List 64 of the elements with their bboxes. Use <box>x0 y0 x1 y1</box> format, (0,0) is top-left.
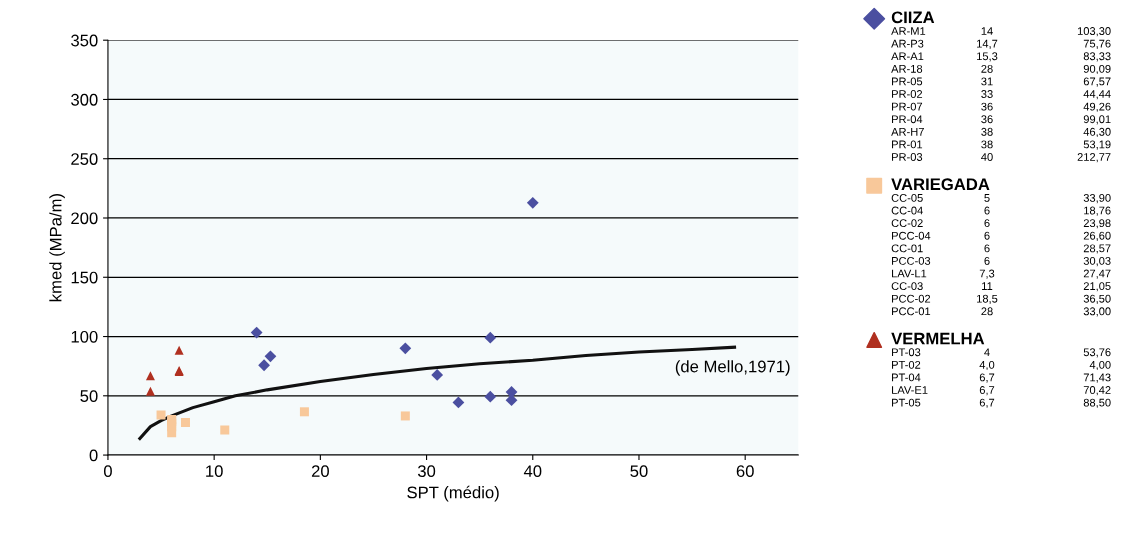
text: PR-05 31 67,57 <box>892 77 1111 87</box>
x-tick-label: 10 <box>206 465 223 478</box>
y-tick-label: 200 <box>71 212 98 225</box>
x-axis-title: SPT (médio) <box>407 485 499 502</box>
text: LAV-L1 7,3 27,47 <box>892 269 1111 279</box>
text: PR-01 38 53,19 <box>892 140 1111 150</box>
x-tick-label: 50 <box>630 465 648 478</box>
x-tick-label: 40 <box>523 465 542 478</box>
point <box>399 342 412 355</box>
y-tick-label: 150 <box>71 271 98 284</box>
x-tick-label: 60 <box>736 465 754 478</box>
text: PCC-04 6 26,60 <box>892 231 1111 241</box>
text: AR-M1 14 103,30 <box>891 27 1111 37</box>
point <box>145 371 155 381</box>
text: CC-04 6 18,76 <box>891 206 1111 216</box>
point <box>180 418 190 427</box>
x-tick-label: 20 <box>311 465 329 478</box>
text: PR-07 36 49,26 <box>892 102 1111 112</box>
text: PCC-02 18,5 36,50 <box>892 294 1111 304</box>
text: PR-04 36 99,01 <box>892 115 1111 125</box>
point <box>174 345 184 355</box>
point <box>250 326 263 339</box>
y-tick-label: 300 <box>71 93 98 106</box>
y-axis-title: kmed (MPa/m) <box>49 194 65 302</box>
y-tick-label: 100 <box>71 330 98 343</box>
point <box>452 396 465 409</box>
point <box>400 411 410 421</box>
point <box>484 390 497 403</box>
text: PR-03 40 212,77 <box>892 153 1111 163</box>
text: AR-P3 14,7 75,76 <box>891 39 1111 49</box>
text: PCC-03 6 30,03 <box>892 256 1111 267</box>
point <box>145 386 155 396</box>
text: CC-05 5 33,90 <box>891 194 1111 204</box>
text: PR-02 33 44,44 <box>892 90 1111 100</box>
text: LAV-E1 6,7 70,42 <box>892 386 1111 396</box>
x-tick-label: 30 <box>417 465 436 478</box>
point <box>220 425 230 435</box>
y-tick-label: 350 <box>71 34 98 47</box>
text: AR-A1 15,3 83,33 <box>891 52 1111 62</box>
y-tick-label: 0 <box>89 449 98 462</box>
text: AR-H7 38 46,30 <box>891 127 1111 138</box>
y-tick-label: 250 <box>71 153 98 165</box>
text: AR-18 28 90,09 <box>891 64 1111 75</box>
text: PCC-01 28 33,00 <box>892 307 1111 317</box>
text: CC-02 6 23,98 <box>891 219 1111 229</box>
text: PT-04 6,7 71,43 <box>892 373 1111 383</box>
y-tick-label: 50 <box>80 390 98 402</box>
legend-label: CIIZA <box>891 11 935 24</box>
text: PT-03 4 53,76 <box>892 348 1111 358</box>
point <box>258 359 270 372</box>
point <box>526 196 539 209</box>
legend-label: VERMELHA <box>891 332 985 345</box>
point <box>484 331 497 344</box>
point <box>299 407 309 417</box>
point <box>431 369 444 381</box>
legend-label: VARIEGADA <box>891 178 990 191</box>
text: CC-01 6 28,57 <box>891 244 1111 254</box>
text: PT-05 6,7 88,50 <box>892 398 1111 408</box>
point <box>264 350 277 363</box>
annotation: (de Mello,1971) <box>675 360 790 376</box>
point <box>156 410 166 420</box>
x-tick-label: 0 <box>103 465 112 478</box>
text: PT-02 4,0 4,00 <box>892 360 1111 371</box>
text: CC-03 11 21,05 <box>891 282 1111 292</box>
